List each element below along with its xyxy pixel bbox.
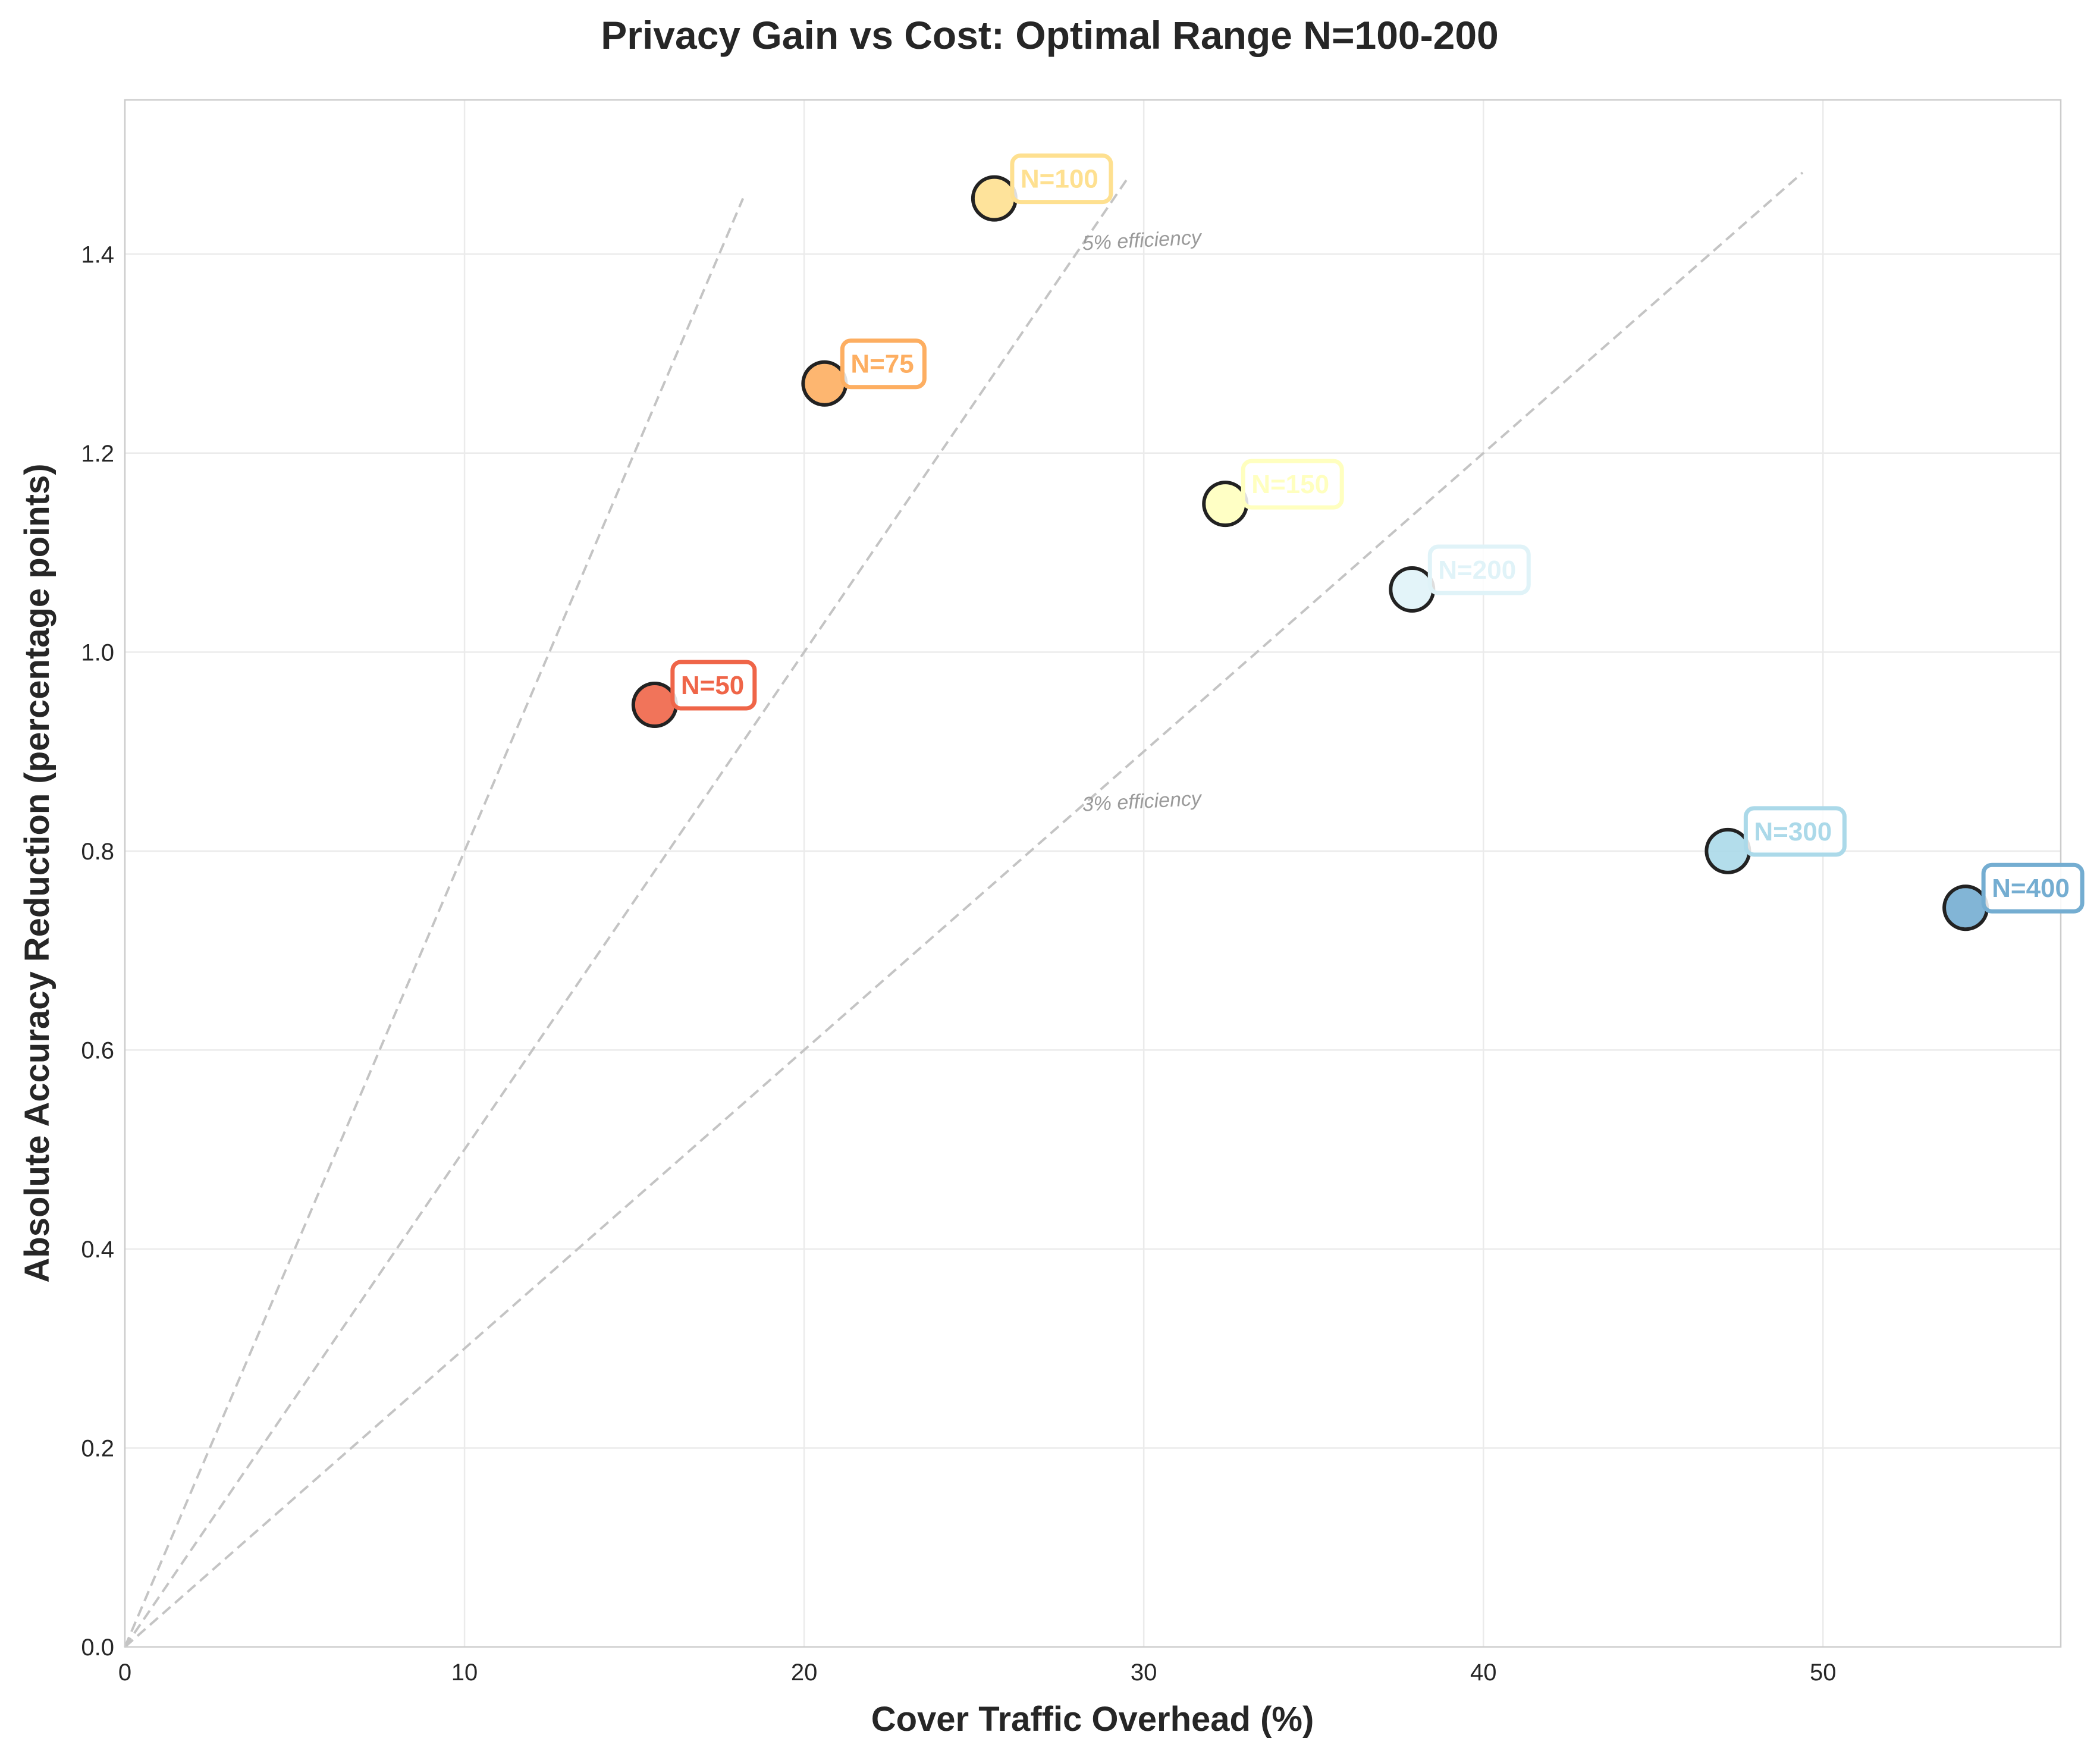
- y-tick-label: 0.0: [81, 1634, 114, 1661]
- efficiency-reference-line: [124, 171, 1804, 1648]
- x-tick-label: 10: [451, 1659, 478, 1686]
- point-label-box: [1241, 459, 1344, 510]
- y-tick-label: 1.0: [81, 639, 114, 666]
- y-tick-label: 0.4: [81, 1237, 114, 1263]
- data-point: [801, 360, 848, 407]
- tick-labels: 0 10 20 30 40 50 0.0 0.2 0.4 0.6 0.8 1.0 1.2 1.4: [81, 241, 1836, 1686]
- point-label-box: [1743, 806, 1847, 857]
- efficiency-line-label: 5% efficiency: [1082, 226, 1203, 255]
- x-axis-label: Cover Traffic Overhead (%): [871, 1700, 1314, 1739]
- point-label: N=100: [1021, 165, 1098, 194]
- data-points: [631, 175, 1989, 931]
- point-label-box: [1427, 544, 1531, 595]
- y-tick-label: 1.4: [81, 241, 114, 268]
- y-axis-label: Absolute Accuracy Reduction (percentage …: [18, 463, 56, 1282]
- data-point: [1942, 884, 1989, 931]
- plot-frame: [124, 99, 2062, 1648]
- y-tick-label: 0.2: [81, 1435, 114, 1461]
- point-label: N=75: [850, 350, 914, 379]
- point-label: N=400: [1992, 874, 2070, 903]
- reference-lines: 5% efficiency 3% efficiency: [124, 171, 1804, 1648]
- point-label: N=300: [1754, 817, 1832, 846]
- point-label: N=200: [1438, 556, 1516, 585]
- data-point: [631, 681, 678, 728]
- efficiency-reference-line: [124, 178, 1128, 1648]
- data-point: [1202, 481, 1249, 528]
- efficiency-line-label: 3% efficiency: [1082, 787, 1203, 816]
- grid: [125, 100, 2061, 1647]
- point-label-box: [1010, 153, 1113, 205]
- point-labels: N=50 N=75 N=100 N=150 N=200 N=300 N=400: [670, 153, 2085, 914]
- y-tick-label: 1.2: [81, 441, 114, 467]
- point-label-box: [840, 338, 927, 390]
- x-tick-label: 50: [1810, 1659, 1837, 1686]
- data-point: [1705, 827, 1751, 874]
- x-tick-label: 0: [118, 1659, 131, 1686]
- point-label-box: [1981, 862, 2085, 914]
- chart-title: Privacy Gain vs Cost: Optimal Range N=10…: [601, 13, 1498, 57]
- point-label-box: [670, 660, 757, 711]
- x-tick-label: 30: [1131, 1659, 1157, 1686]
- y-tick-label: 0.8: [81, 839, 114, 865]
- x-tick-label: 20: [791, 1659, 818, 1686]
- data-point: [1389, 566, 1436, 613]
- efficiency-reference-line: [124, 197, 745, 1648]
- point-label: N=150: [1251, 470, 1329, 499]
- data-point: [971, 175, 1018, 222]
- x-tick-label: 40: [1470, 1659, 1497, 1686]
- point-label: N=50: [681, 671, 744, 700]
- y-tick-label: 0.6: [81, 1037, 114, 1063]
